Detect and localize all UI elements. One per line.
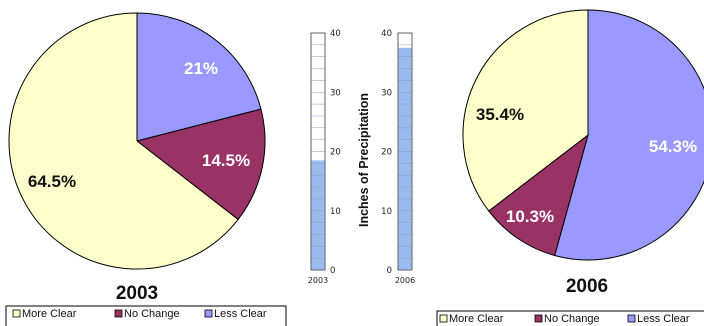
pie-slice-2006-more-clear bbox=[462, 9, 589, 212]
pie-slice-2006-less-clear bbox=[554, 9, 704, 261]
pie-slice-2006-no-change bbox=[488, 133, 589, 257]
slice-label-2006-less-clear: 54.3% bbox=[649, 137, 697, 156]
pie-slice-2003-no-change bbox=[135, 108, 266, 221]
gauge-outline bbox=[397, 32, 413, 271]
gauge-tick-label: 40 bbox=[381, 29, 392, 39]
gauge-tick-label: 40 bbox=[330, 29, 341, 39]
gauge-tick-label: 30 bbox=[381, 88, 392, 98]
legend-swatch-2006-less-clear bbox=[627, 314, 636, 323]
legend-swatch-2003-more-clear bbox=[12, 309, 21, 318]
gauge-tick-label: 0 bbox=[330, 266, 335, 276]
legend-box-2006 bbox=[436, 310, 704, 326]
slice-label-2003-more-clear: 64.5% bbox=[28, 172, 76, 191]
legend-swatch-2003-no-change bbox=[114, 309, 123, 318]
gauge-level-2003 bbox=[311, 160, 325, 270]
legend-swatch-2006-no-change bbox=[534, 314, 543, 323]
gauge-category-2003: 2003 bbox=[308, 276, 328, 285]
precipitation-axis-title: Inches of Precipitation bbox=[357, 93, 371, 227]
pie-title-2003: 2003 bbox=[116, 283, 158, 304]
gauge-tick-label: 20 bbox=[330, 148, 341, 158]
gauge-category-2006: 2006 bbox=[395, 276, 415, 285]
legend-label-2006-no-change: No Change bbox=[544, 313, 600, 325]
pie-chart-2003: 21% 14.5% 64.5% bbox=[8, 12, 266, 270]
legend-2003: More Clear No Change Less Clear bbox=[5, 305, 287, 326]
legend-box-2003 bbox=[5, 305, 287, 326]
legend-label-2003-no-change: No Change bbox=[124, 308, 180, 320]
legend-label-2003-more-clear: More Clear bbox=[22, 308, 77, 320]
pie-title-2006: 2006 bbox=[566, 276, 608, 297]
gauge-level-2006 bbox=[398, 47, 412, 270]
gauge-tick-label: 10 bbox=[330, 207, 341, 217]
legend-label-2006-less-clear: Less Clear bbox=[637, 313, 690, 325]
slice-label-2003-no-change: 14.5% bbox=[202, 151, 250, 170]
gauge-tick-label: 30 bbox=[330, 88, 341, 98]
legend-label-2006-more-clear: More Clear bbox=[449, 313, 504, 325]
legend-swatch-2003-less-clear bbox=[204, 309, 213, 318]
legend-swatch-2006-more-clear bbox=[439, 314, 448, 323]
slice-label-2006-more-clear: 35.4% bbox=[476, 105, 524, 124]
slice-label-2006-no-change: 10.3% bbox=[506, 207, 554, 226]
gauge-outline bbox=[310, 32, 326, 271]
legend-label-2003-less-clear: Less Clear bbox=[214, 308, 267, 320]
gauge-tick-label: 10 bbox=[381, 207, 392, 217]
gauge-tick-label: 20 bbox=[381, 148, 392, 158]
pie-chart-2006: 54.3% 10.3% 35.4% bbox=[462, 9, 704, 261]
pie-slice-2003-more-clear bbox=[8, 12, 239, 270]
legend-2006: More Clear No Change Less Clear bbox=[436, 310, 704, 326]
slice-label-2003-less-clear: 21% bbox=[184, 59, 218, 78]
gauge-tick-label: 0 bbox=[387, 266, 392, 276]
pie-slice-2003-less-clear bbox=[136, 12, 262, 142]
